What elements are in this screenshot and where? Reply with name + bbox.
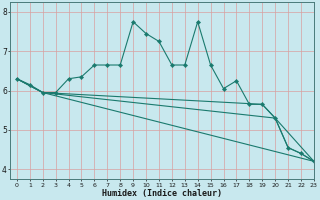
- X-axis label: Humidex (Indice chaleur): Humidex (Indice chaleur): [102, 189, 222, 198]
